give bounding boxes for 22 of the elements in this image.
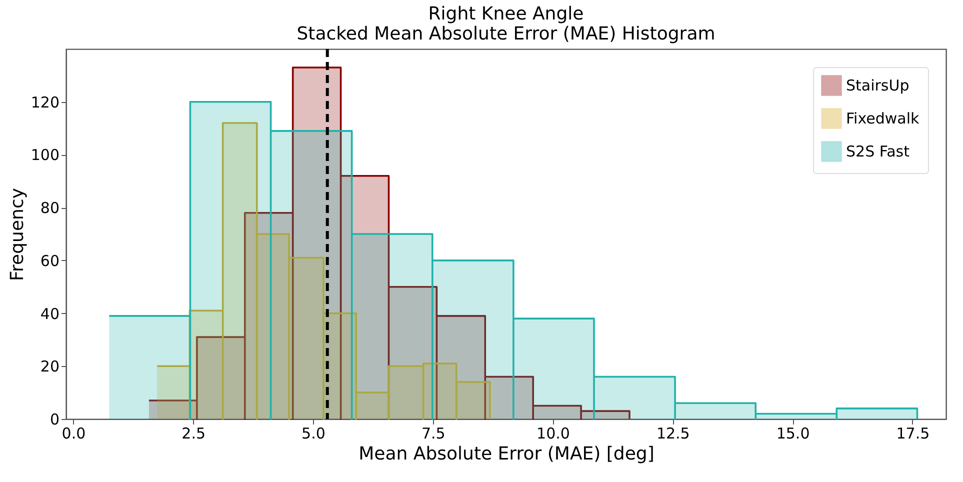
y-tick-label: 120 (30, 93, 60, 112)
y-tick-label: 60 (40, 252, 60, 270)
x-tick-label: 12.5 (656, 424, 690, 442)
x-axis-title: Mean Absolute Error (MAE) [deg] (358, 444, 654, 464)
legend-label: Fixedwalk (846, 110, 920, 128)
y-tick-label: 80 (40, 199, 60, 218)
x-tick-label: 0.0 (62, 424, 86, 442)
x-tick-label: 2.5 (182, 424, 206, 442)
y-tick-label: 100 (30, 146, 60, 164)
x-tick-label: 17.5 (896, 424, 930, 442)
y-tick-label: 0 (50, 410, 60, 428)
x-tick-label: 15.0 (776, 424, 810, 442)
legend-label: S2S Fast (846, 142, 910, 160)
x-tick-label: 10.0 (536, 424, 570, 442)
y-tick-label: 20 (40, 358, 60, 376)
y-tick-label: 40 (40, 304, 60, 323)
x-tick-label: 7.5 (421, 424, 446, 442)
y-axis-title: Frequency (6, 188, 28, 281)
legend-label: StairsUp (846, 76, 910, 94)
x-tick-label: 5.0 (302, 424, 326, 442)
chart-title: Right Knee Angle (428, 4, 584, 24)
chart-subtitle: Stacked Mean Absolute Error (MAE) Histogram (296, 24, 716, 44)
